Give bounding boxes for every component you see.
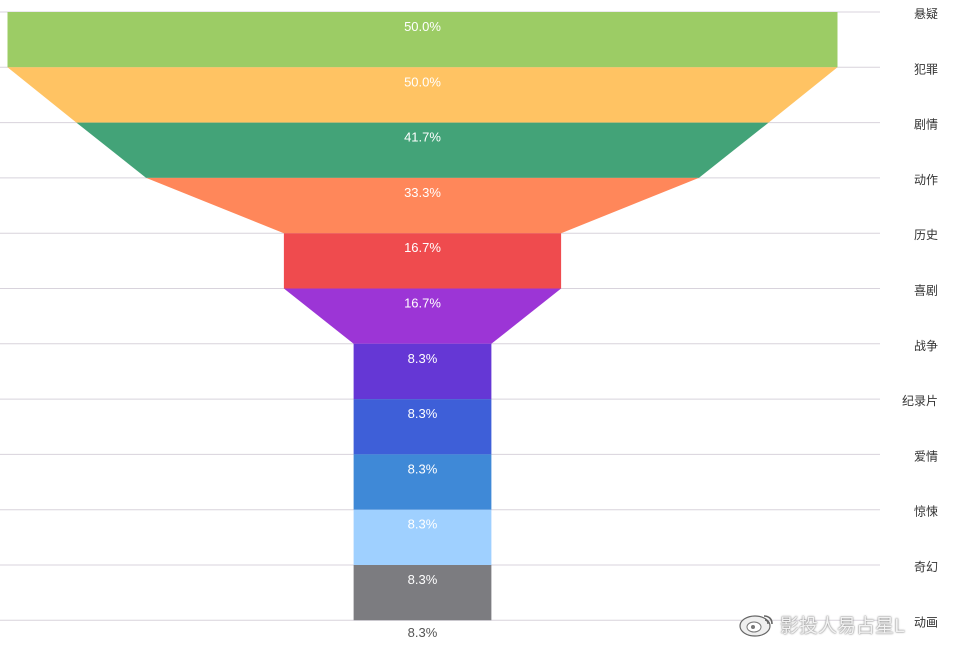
category-label: 剧情 (914, 118, 938, 132)
value-labels: 50.0% 50.0% 41.7% 33.3% 16.7% 16.7% 8.3% 8.3% 8.… (404, 19, 441, 640)
funnel-segment (7, 67, 838, 123)
category-label: 犯罪 (914, 62, 938, 76)
funnel-segment (353, 565, 492, 621)
value-label: 8.3% (408, 461, 438, 476)
value-label: 8.3% (408, 517, 438, 532)
value-label: 8.3% (408, 625, 438, 640)
watermark-text: 影投人易占星L (780, 614, 905, 637)
value-label: 16.7% (404, 296, 441, 311)
funnel-segments (7, 12, 838, 621)
funnel-segment (283, 233, 562, 289)
category-label: 悬疑 (914, 6, 938, 21)
category-label: 纪录片 (902, 394, 938, 408)
category-label: 奇幻 (914, 560, 938, 574)
weibo-icon (739, 615, 773, 637)
funnel-segment (353, 454, 492, 510)
category-label: 战争 (914, 339, 938, 353)
watermark: 影投人易占星L (738, 610, 948, 638)
category-label: 动画 (914, 615, 938, 629)
value-label: 33.3% (404, 185, 441, 200)
category-label: 动作 (914, 173, 938, 187)
value-label: 8.3% (408, 351, 438, 366)
value-label: 50.0% (404, 19, 441, 34)
category-label: 爱情 (914, 449, 938, 463)
funnel-segment (283, 288, 562, 344)
value-label: 8.3% (408, 572, 438, 587)
value-label: 16.7% (404, 240, 441, 255)
funnel-segment (76, 122, 769, 178)
funnel-segment (353, 509, 492, 565)
value-label: 8.3% (408, 406, 438, 421)
value-label: 41.7% (404, 130, 441, 145)
category-label: 喜剧 (914, 284, 938, 298)
value-label: 50.0% (404, 74, 441, 89)
category-label: 惊悚 (914, 504, 938, 519)
funnel-segment (7, 12, 838, 68)
funnel-segment (353, 399, 492, 455)
funnel-segment (353, 343, 492, 400)
funnel-segment (146, 177, 699, 234)
category-label: 历史 (914, 228, 938, 242)
